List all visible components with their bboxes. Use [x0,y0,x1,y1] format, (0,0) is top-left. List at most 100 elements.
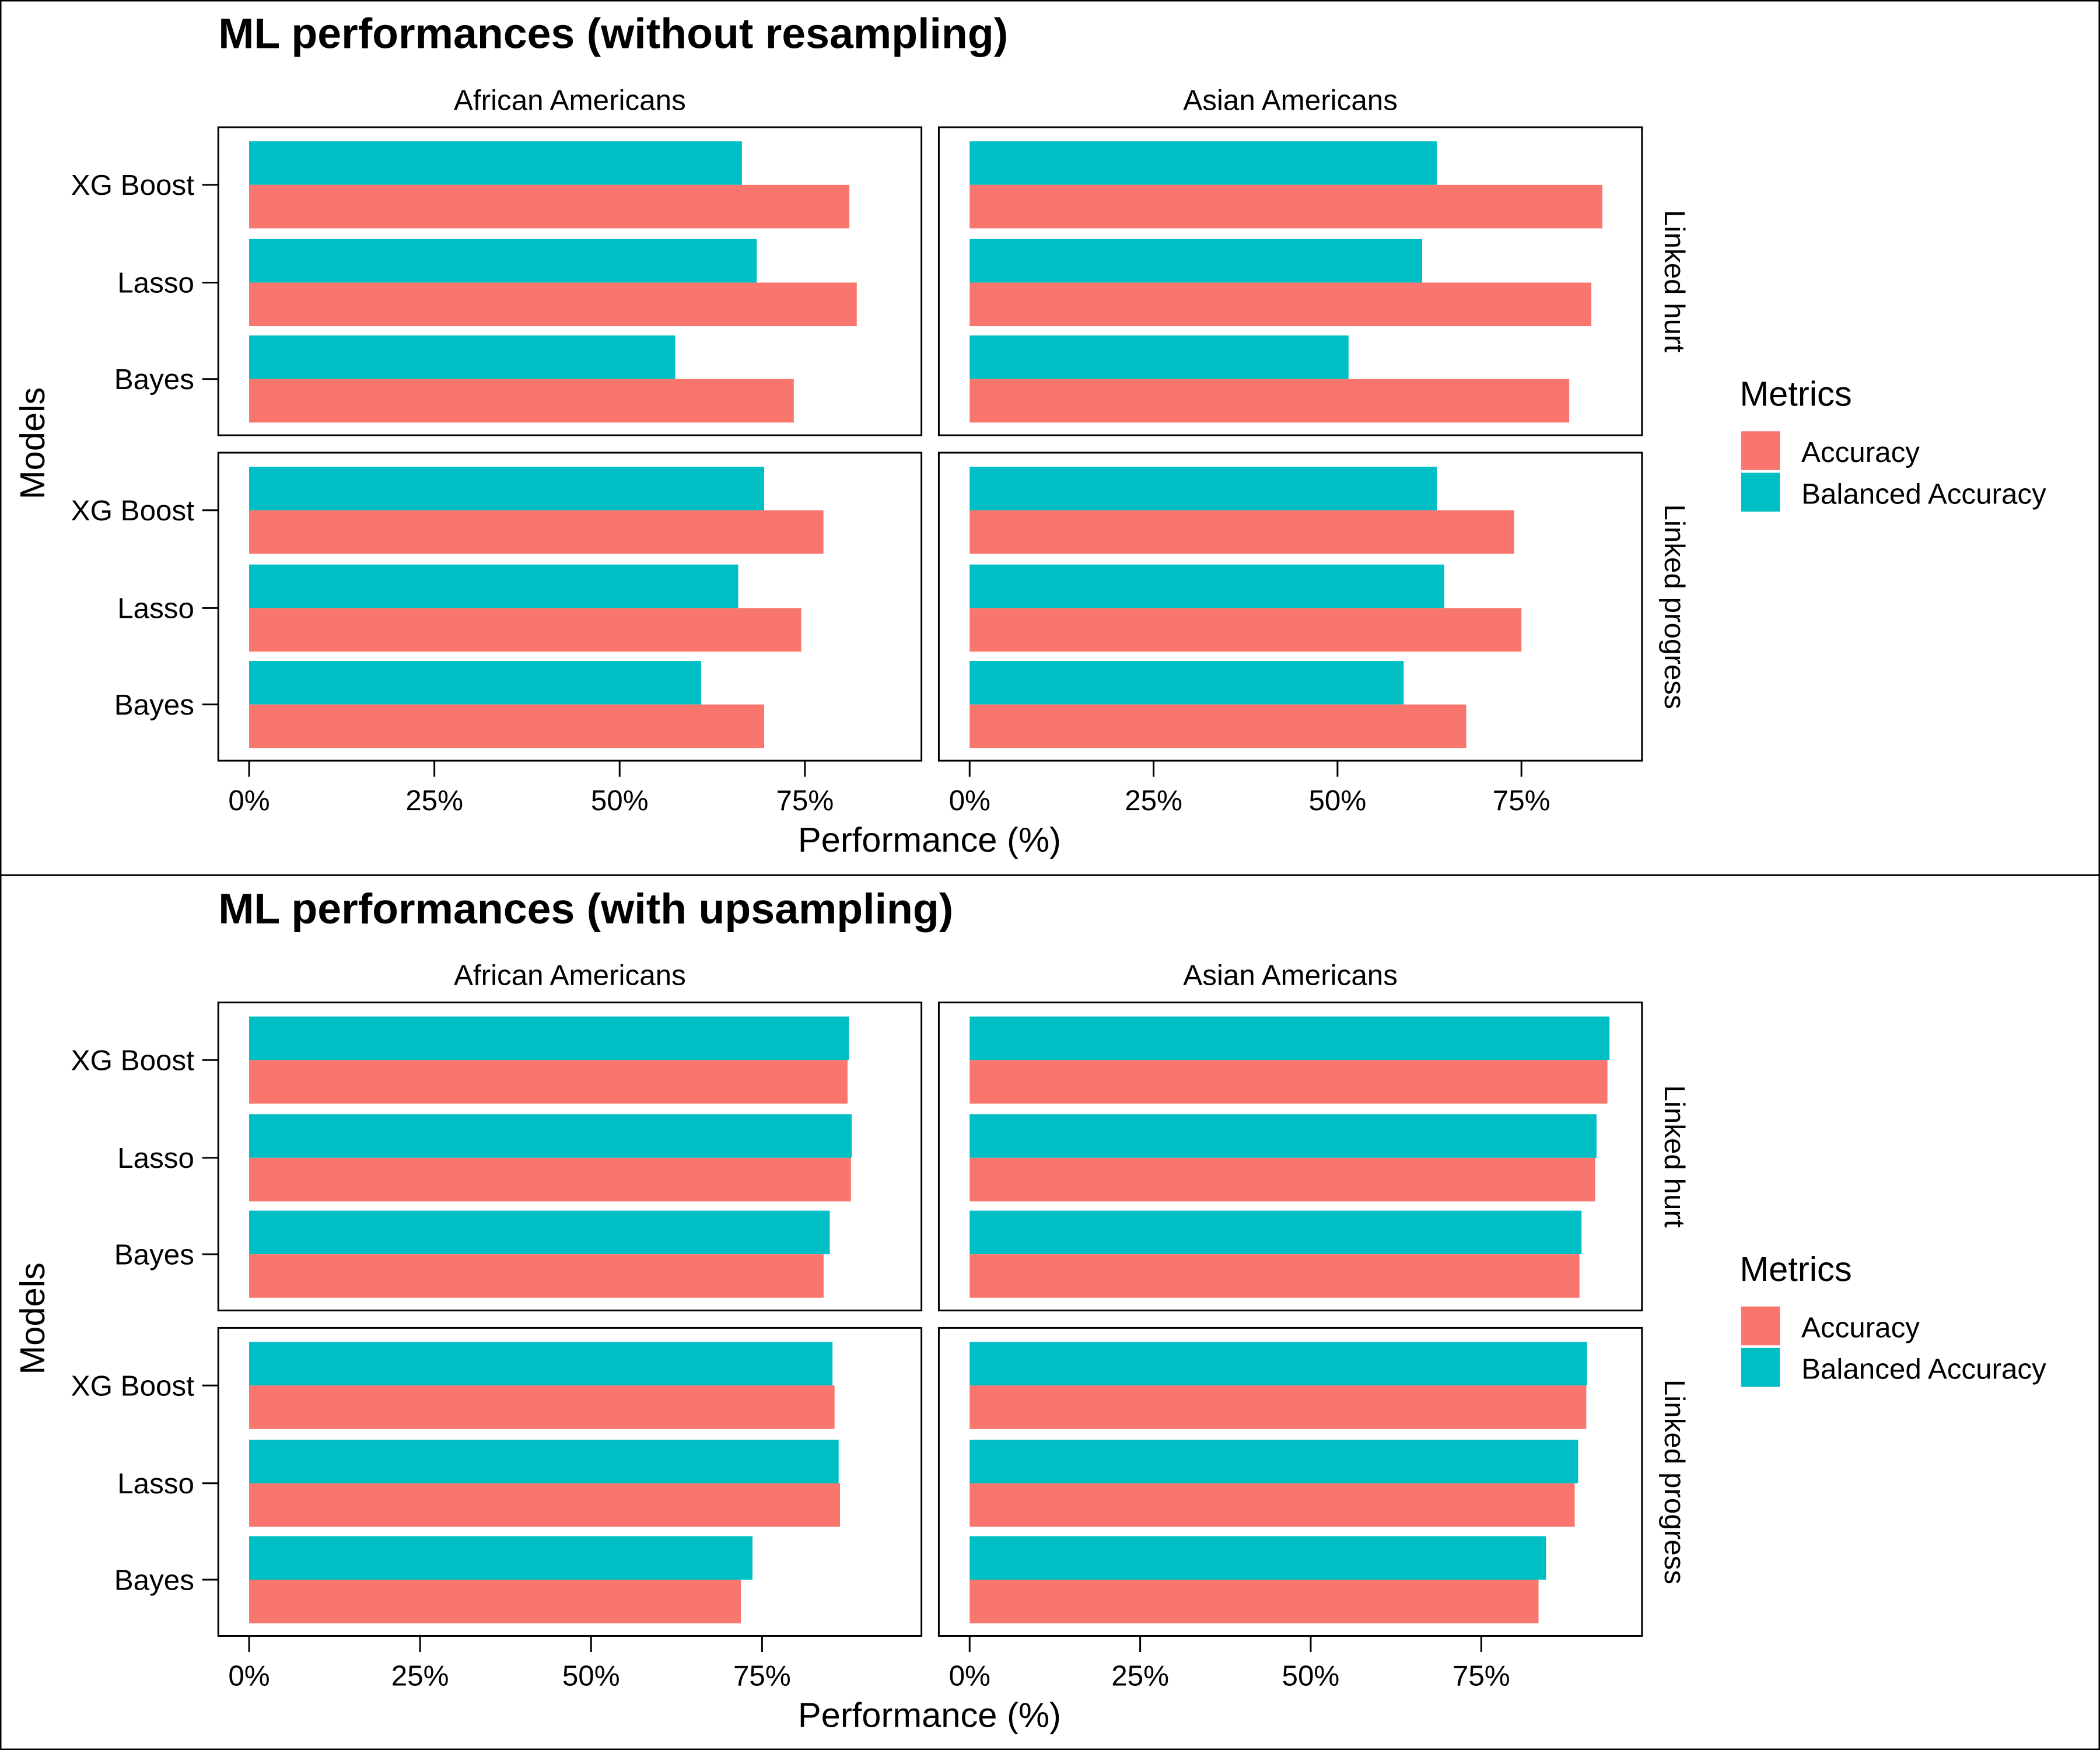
bar-accuracy [970,1254,1580,1298]
panel [217,452,923,762]
x-tick-label: 75% [1493,785,1550,817]
bar-balanced-accuracy [970,1536,1546,1580]
y-tick-label: Bayes [114,363,194,396]
panel [937,452,1643,762]
bar-accuracy [249,379,794,423]
y-tick-label: Lasso [117,1142,194,1174]
bar-balanced-accuracy [970,141,1437,185]
bar-accuracy [249,1254,824,1298]
x-tick-label: 0% [228,785,270,817]
bar-accuracy [249,1483,841,1527]
x-tick-label: 75% [733,1660,791,1692]
y-axis-title: Models [13,387,52,499]
bar-balanced-accuracy [249,1114,852,1158]
y-tick-label: Bayes [114,689,194,721]
x-tick-label: 50% [1308,785,1366,817]
legend-swatch [1741,1306,1780,1346]
panel [937,126,1643,436]
bar-balanced-accuracy [970,335,1349,379]
x-tick-label: 0% [949,785,991,817]
panel [937,1326,1643,1637]
x-tick-label: 75% [776,785,834,817]
facet-column-label: Asian Americans [1183,84,1398,116]
bar-accuracy [970,282,1591,327]
bar-accuracy [970,184,1602,229]
legend-swatch [1741,473,1780,512]
facet-row-label: Linked hurt [1658,210,1690,353]
chart-2: ML performances (with upsampling) African… [13,884,2046,1735]
panel [217,126,923,436]
bar-accuracy [970,379,1570,423]
legend-title: Metrics [1740,374,1852,414]
y-tick-label: Bayes [114,1238,194,1270]
panel [217,1001,923,1312]
bar-accuracy [970,1385,1587,1429]
bar-balanced-accuracy [970,1016,1610,1060]
x-axis-title: Performance (%) [798,1696,1061,1735]
bar-balanced-accuracy [970,1210,1582,1255]
bar-balanced-accuracy [249,1536,752,1580]
bar-accuracy [970,1483,1575,1527]
bar-balanced-accuracy [249,661,701,705]
y-tick-label: Lasso [117,593,194,625]
y-tick-label: Lasso [117,1468,194,1500]
y-axis-title: Models [13,1262,52,1374]
legend: Metrics Accuracy Balanced Accuracy [1740,1250,2046,1387]
panel-border [937,1326,1643,1637]
y-tick-label: Lasso [117,267,194,299]
x-tick-label: 50% [562,1660,620,1692]
bar-accuracy [249,704,764,748]
chart-title: ML performances (without resampling) [218,9,1008,58]
bar-balanced-accuracy [249,141,742,185]
bar-accuracy [970,1580,1539,1623]
bar-accuracy [970,704,1466,748]
y-tick-label: XG Boost [71,1044,195,1076]
legend-swatch [1741,1348,1780,1387]
bar-accuracy [249,184,850,229]
x-tick-label: 50% [591,785,649,817]
bar-balanced-accuracy [970,467,1437,510]
x-tick-label: 50% [1282,1660,1340,1692]
panel [937,1001,1643,1312]
bar-accuracy [970,608,1522,652]
legend-entry: Balanced Accuracy [1801,1353,2046,1385]
bar-accuracy [249,1157,851,1202]
bar-accuracy [249,510,824,554]
bar-balanced-accuracy [249,467,764,510]
y-tick-label: XG Boost [71,1370,195,1402]
x-tick-label: 75% [1452,1660,1510,1692]
bar-accuracy [249,1580,741,1623]
panel-border [217,1326,923,1637]
bar-balanced-accuracy [249,1440,839,1483]
bar-balanced-accuracy [970,1440,1578,1483]
panel [217,1326,923,1637]
bar-balanced-accuracy [249,239,757,283]
bar-balanced-accuracy [970,661,1404,705]
legend-entry: Accuracy [1801,436,1920,468]
x-tick-label: 25% [1111,1660,1169,1692]
bar-accuracy [249,608,802,652]
facet-row-label: Linked progress [1658,1380,1690,1584]
panel-border [217,452,923,762]
chart-1: ML performances (without resampling) Afri… [13,9,2046,860]
legend-swatch [1741,431,1780,470]
x-tick-label: 25% [391,1660,449,1692]
facet-row-label: Linked hurt [1658,1085,1690,1228]
bar-balanced-accuracy [970,1342,1587,1386]
facet-column-label: Asian Americans [1183,960,1398,992]
panel-border [217,126,923,436]
bar-balanced-accuracy [249,335,676,379]
bar-accuracy [249,1385,835,1429]
bar-balanced-accuracy [249,564,738,608]
panel-border [937,1001,1643,1312]
facet-column-label: African Americans [454,84,686,116]
legend-entry: Balanced Accuracy [1801,478,2046,510]
bar-balanced-accuracy [249,1210,830,1255]
x-tick-label: 25% [1125,785,1182,817]
legend: Metrics Accuracy Balanced Accuracy [1740,374,2046,512]
y-tick-label: XG Boost [71,169,195,201]
chart-title: ML performances (with upsampling) [218,884,953,933]
legend-title: Metrics [1740,1250,1852,1289]
bar-accuracy [970,1060,1608,1104]
